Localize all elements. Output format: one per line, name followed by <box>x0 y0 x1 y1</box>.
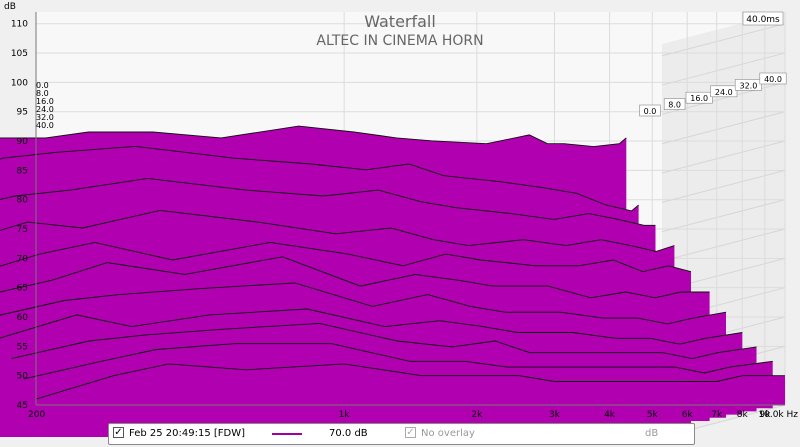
overlay-label: No overlay <box>421 428 475 439</box>
x-tick-label: 5k <box>647 410 659 420</box>
unit-label: dB <box>645 428 659 439</box>
time-tick-label: 24.0 <box>715 88 733 97</box>
measurement-line-swatch <box>272 433 302 435</box>
time-tick-label: 0.0 <box>644 107 657 116</box>
y-tick-label: 80 <box>17 196 29 206</box>
y-tick-label: 75 <box>17 225 28 235</box>
y-tick-label: 55 <box>17 342 28 352</box>
chart-subtitle: ALTEC IN CINEMA HORN <box>316 33 483 49</box>
time-tick-label-left: 40.0 <box>36 121 54 130</box>
time-tick-label-left: 16.0 <box>36 97 54 106</box>
time-tick-label-left: 32.0 <box>36 113 54 122</box>
time-tick-group: 24.0 <box>710 85 738 98</box>
time-tick-label-left: 24.0 <box>36 105 54 114</box>
x-tick-label: 10.0k Hz <box>758 410 798 420</box>
time-tick-box <box>639 104 661 117</box>
time-tick-label: 8.0 <box>668 101 681 110</box>
time-tick-group: 8.0 <box>663 98 686 110</box>
waterfall-slice-line <box>0 125 627 148</box>
x-tick-label: 7k <box>711 410 723 420</box>
time-tick-box <box>759 72 787 85</box>
time-tick-box <box>685 91 713 104</box>
time-tick-label: 40.0 <box>764 75 782 84</box>
time-tick-group: 0.0 <box>639 104 661 117</box>
waterfall-slice-line <box>35 363 785 400</box>
x-tick-label: 8k <box>737 410 749 420</box>
waterfall-slice-line <box>0 282 727 325</box>
time-tick-label-left: 0.0 <box>36 81 49 90</box>
chart-title: Waterfall <box>364 12 436 31</box>
waterfall-slice-line <box>0 241 692 273</box>
x-tick-label: 200 <box>28 410 45 420</box>
x-tick-label: 1k <box>339 410 351 420</box>
waterfall-slice-line <box>0 177 656 226</box>
time-tick-label-left: 8.0 <box>36 89 49 98</box>
waterfall-slice-line <box>0 256 710 299</box>
y-tick-label: 70 <box>17 254 29 264</box>
waterfall-slice-line <box>11 322 757 360</box>
measurement-checkbox[interactable]: ✓ <box>113 427 124 438</box>
waterfall-slice-line <box>0 145 639 212</box>
waterfall-slice-fill <box>36 363 785 405</box>
y-axis-label: dB <box>4 2 16 12</box>
y-tick-label: 110 <box>11 20 28 30</box>
measurement-label: Feb 25 20:49:15 [FDW] <box>129 428 246 439</box>
time-range-label: 40.0ms <box>746 15 780 25</box>
time-tick-box <box>663 98 686 110</box>
time-tick-box <box>710 85 738 98</box>
x-tick-label: 6k <box>682 410 694 420</box>
y-tick-label: 95 <box>17 108 28 118</box>
y-tick-label: 45 <box>17 401 28 411</box>
waterfall-slice-line <box>23 343 773 380</box>
x-tick-label: 4k <box>604 410 616 420</box>
y-tick-label: 60 <box>17 313 29 323</box>
waterfall-slice-line <box>0 209 675 252</box>
x-tick-label: 2k <box>471 410 483 420</box>
waterfall-slice-line <box>0 308 743 345</box>
time-tick-label: 16.0 <box>690 94 708 103</box>
x-tick-label: 3k <box>549 410 561 420</box>
time-tick-box <box>734 79 762 91</box>
overlay-checkbox[interactable]: ✓ <box>405 427 416 438</box>
time-tick-group: 16.0 <box>685 91 713 104</box>
time-tick-label: 32.0 <box>739 81 757 90</box>
time-tick-group: 32.0 <box>734 79 762 91</box>
range-value-label: 70.0 dB <box>329 428 368 439</box>
y-tick-label: 65 <box>17 284 28 294</box>
y-tick-label: 85 <box>17 166 28 176</box>
y-tick-label: 50 <box>17 372 29 382</box>
y-tick-label: 105 <box>11 49 28 59</box>
y-tick-label: 100 <box>11 78 28 88</box>
time-range-box <box>742 11 784 26</box>
legend-bar: ✓ Feb 25 20:49:15 [FDW] 70.0 dB ✓ No ove… <box>108 423 695 445</box>
time-tick-group: 40.0 <box>759 72 787 85</box>
y-tick-label: 90 <box>17 137 29 147</box>
x-tick-label: 9k <box>759 410 771 420</box>
